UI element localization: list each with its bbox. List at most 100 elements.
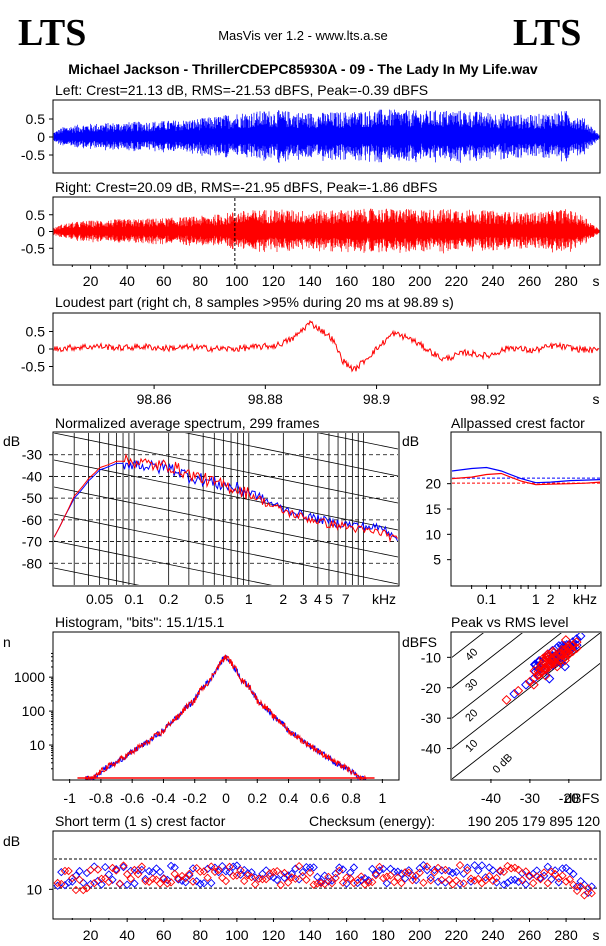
left-histogram-line	[85, 655, 367, 781]
right-short-crest-point	[426, 876, 435, 885]
right-short-crest-point	[126, 874, 135, 883]
x-tick-label: 280	[554, 273, 578, 289]
left-short-crest-point	[569, 869, 578, 879]
right-short-crest-point	[554, 874, 563, 883]
right-peakrms-point	[566, 643, 576, 654]
left-short-crest-point	[459, 869, 468, 878]
x-tick-label: 60	[156, 273, 172, 289]
left-short-crest-point	[477, 861, 487, 870]
right-peakrms-point	[524, 676, 535, 687]
x-tick-label: 98.88	[248, 391, 283, 407]
left-short-crest-point	[181, 878, 190, 887]
left-short-crest-point	[448, 868, 457, 878]
crest-diagonal	[452, 633, 484, 658]
right-short-crest-point	[261, 874, 271, 884]
y-tick-label: -0.5	[21, 240, 45, 256]
right-short-crest-point	[382, 872, 392, 881]
right-short-crest-point	[514, 865, 523, 874]
left-short-crest-point	[101, 862, 110, 872]
y-tick-label: 0.5	[26, 111, 46, 127]
checksum-value: 190 205 179 895 120	[468, 813, 601, 829]
right-short-crest-point	[57, 879, 66, 889]
right-short-crest-point	[68, 873, 77, 883]
right-short-crest-point	[75, 875, 84, 884]
right-short-crest-point	[133, 870, 143, 879]
left-short-crest-point	[433, 877, 443, 886]
right-short-crest-point	[496, 866, 505, 875]
right-short-crest-point	[342, 873, 351, 882]
right-peakrms-point	[547, 646, 558, 657]
left-short-crest-point	[521, 880, 531, 889]
y-tick-label: -40	[22, 468, 42, 484]
right-short-crest-point	[386, 871, 395, 880]
left-peakrms-point	[571, 634, 582, 645]
left-short-crest-point	[400, 874, 410, 883]
right-short-crest-point	[90, 878, 99, 888]
crest-title: Allpassed crest factor	[451, 415, 585, 431]
left-short-crest-point	[368, 864, 377, 874]
histogram-title: Histogram, "bits": 15.1/15.1	[55, 614, 225, 630]
left-short-crest-point	[444, 866, 454, 876]
left-short-crest-point	[280, 873, 289, 882]
y-tick-label: 10	[26, 881, 42, 897]
right-short-crest-point	[185, 869, 194, 879]
y-tick-label: 100	[22, 703, 46, 719]
left-short-crest-point	[430, 865, 439, 875]
x-tick-label: 200	[408, 927, 432, 943]
right-peakrms-point	[567, 640, 578, 651]
right-short-crest-point	[199, 867, 209, 876]
x-tick-label: 180	[372, 273, 396, 289]
left-short-crest-point	[283, 871, 293, 880]
y-tick-label: 0	[37, 129, 45, 145]
right-short-crest-point	[236, 866, 245, 875]
right-short-crest-point	[408, 875, 417, 885]
right-peakrms-point	[539, 663, 549, 674]
y-tick-label: -30	[421, 710, 441, 726]
x-tick-label: 0.8	[341, 790, 361, 806]
right-peakrms-point	[529, 665, 540, 676]
x-tick-label: 0	[222, 790, 230, 806]
short-crest-frame	[52, 830, 601, 920]
left-short-crest-point	[108, 875, 117, 884]
left-short-crest-point	[166, 861, 176, 871]
left-short-crest-point	[463, 863, 472, 872]
spectrum-slope-line	[54, 433, 398, 504]
right-short-crest-point	[108, 863, 117, 873]
right-short-crest-point	[422, 862, 432, 871]
right-peakrms-point	[571, 637, 582, 648]
right-short-crest-point	[521, 867, 531, 876]
right-short-crest-point	[86, 865, 95, 875]
left-short-crest-point	[291, 864, 300, 873]
y-tick-label: 10	[425, 526, 441, 542]
right-short-crest-point	[316, 878, 326, 888]
left-peakrms-point	[521, 679, 531, 690]
left-short-crest-point	[338, 865, 348, 874]
left-short-crest-point	[360, 874, 370, 883]
left-short-crest-point	[225, 867, 234, 877]
y-tick-label: 1000	[14, 669, 45, 685]
left-short-crest-point	[474, 866, 483, 875]
right-short-crest-point	[338, 878, 348, 887]
spectrum-slope-line	[54, 540, 273, 585]
right-short-crest-point	[93, 865, 103, 874]
left-short-crest-point	[419, 861, 428, 870]
y-tick-label: 0	[37, 224, 45, 240]
left-short-crest-point	[320, 871, 329, 880]
left-short-crest-point	[122, 880, 132, 889]
right-short-crest-point	[104, 877, 114, 887]
x-tick-label: 100	[225, 927, 249, 943]
left-short-crest-point	[382, 879, 392, 888]
right-short-crest-point	[528, 878, 538, 888]
y-axis-label: dBFS	[402, 634, 437, 650]
right-short-crest-point	[152, 875, 161, 884]
x-tick-label: 0.1	[477, 591, 497, 607]
left-short-crest-point	[90, 862, 99, 871]
right-short-crest-point	[177, 871, 187, 881]
checksum-label: Checksum (energy):	[309, 813, 435, 829]
left-short-crest-point	[324, 877, 333, 886]
right-short-crest-point	[320, 879, 329, 889]
right-short-crest-point	[163, 879, 172, 888]
right-waveform	[53, 208, 600, 254]
right-short-crest-point	[122, 870, 132, 879]
x-tick-label: 0.4	[279, 790, 299, 806]
